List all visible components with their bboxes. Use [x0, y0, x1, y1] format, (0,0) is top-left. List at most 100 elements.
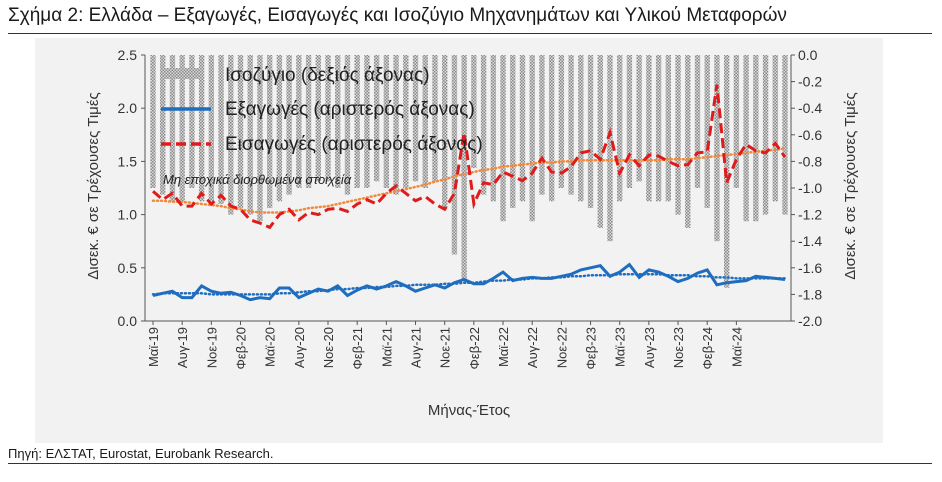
imports-line	[152, 84, 787, 230]
balance-bar	[305, 55, 312, 188]
balance-bar	[597, 55, 603, 228]
balance-bar	[782, 55, 788, 215]
balance-bar	[665, 55, 671, 202]
x-tick-label: Φεβ-21	[350, 327, 365, 369]
balance-bar	[733, 55, 740, 188]
x-tick-label: Μαϊ-23	[613, 327, 628, 367]
balance-bar	[510, 55, 516, 208]
balance-bar	[655, 55, 662, 202]
balance-bar	[753, 55, 759, 222]
balance-bar	[490, 55, 496, 202]
balance-bar	[286, 55, 292, 195]
legend-label-balance: Ισοζύγιο (δεξιός άξονας)	[225, 65, 430, 86]
balance-bar	[325, 55, 331, 182]
balance-bar	[344, 55, 351, 195]
right-tick-label: -1.4	[798, 233, 822, 249]
x-tick-label: Αυγ-22	[525, 327, 540, 368]
balance-bar	[461, 55, 467, 282]
chart-panel: 0.0 0.5 1.0 1.5 2.0 2.5 0.0 -0.2 -0.4 -0.6 -0.8 -1.…	[35, 38, 883, 443]
chart-annotation: Μη εποχικά διορθωμένα στοιχεία	[163, 172, 352, 187]
balance-bar	[160, 55, 166, 195]
x-tick-label: Μαϊ-21	[379, 327, 394, 367]
balance-bar	[626, 55, 633, 188]
balance-bar	[315, 55, 321, 182]
balance-bar	[558, 55, 565, 188]
balance-bar	[578, 55, 584, 202]
balance-bar	[335, 55, 341, 188]
balance-bar	[179, 55, 185, 202]
x-tick-label: Νοε-20	[321, 327, 336, 368]
balance-bar	[587, 55, 594, 208]
x-tick-label: Νοε-21	[438, 327, 453, 368]
x-tick-label: Φεβ-23	[584, 327, 599, 369]
left-tick-label: 1.5	[118, 153, 138, 169]
balance-bar	[373, 55, 380, 182]
right-tick-label: -0.2	[798, 74, 822, 90]
balance-bar	[364, 55, 370, 188]
balance-bar	[150, 55, 156, 188]
right-tick-label: -2.0	[798, 313, 822, 329]
balance-bar	[354, 55, 360, 188]
left-axis-title: Δισεκ. € σε Τρέχουσες Τιμές	[85, 92, 102, 279]
balance-bar	[539, 55, 545, 195]
x-axis-title: Μήνας-Έτος	[428, 402, 510, 419]
legend: Ισοζύγιο (δεξιός άξονας) Εξαγωγές (αριστε…	[161, 65, 483, 155]
balance-bar	[383, 55, 390, 188]
x-tick-label: Νοε-19	[204, 327, 219, 368]
balance-bar	[675, 55, 681, 215]
chart: 0.0 0.5 1.0 1.5 2.0 2.5 0.0 -0.2 -0.4 -0.6 -0.8 -1.…	[85, 47, 859, 419]
right-tick-label: 0.0	[798, 47, 818, 63]
balance-bar	[480, 55, 487, 195]
balance-bar	[762, 55, 769, 215]
right-axis-title: Δισεκ. € σε Τρέχουσες Τιμές	[842, 92, 859, 279]
balance-bar	[646, 55, 652, 202]
balance-bar	[422, 55, 428, 188]
balance-bar	[169, 55, 176, 202]
right-tick-label: -1.6	[798, 260, 822, 276]
balance-bar	[276, 55, 283, 202]
x-tick-label: Αυγ-23	[642, 327, 657, 368]
x-tick-label: Μαϊ-24	[729, 327, 744, 367]
balance-bar	[568, 55, 574, 195]
balance-bar	[694, 55, 701, 188]
x-tick-label: Μαϊ-19	[146, 327, 161, 367]
balance-bar	[685, 55, 691, 228]
balance-bar	[548, 55, 555, 202]
balance-bar	[257, 55, 263, 222]
balance-bar	[189, 55, 195, 188]
balance-bar	[704, 55, 710, 208]
x-tick-label: Μαϊ-20	[263, 327, 278, 367]
right-tick-label: -1.8	[798, 286, 822, 302]
right-tick-label: -0.4	[798, 100, 822, 116]
right-tick-label: -1.0	[798, 180, 822, 196]
right-tick-label: -1.2	[798, 207, 822, 223]
x-tick-label: Νοε-23	[671, 327, 686, 368]
balance-bar	[218, 55, 224, 204]
title-rule	[8, 33, 932, 34]
left-tick-label: 0.0	[118, 313, 138, 329]
balance-bar	[714, 55, 720, 242]
balance-bar	[471, 55, 477, 169]
balance-bar	[432, 55, 438, 182]
x-tick-label: Φεβ-20	[234, 327, 249, 369]
left-tick-label: 2.0	[118, 100, 138, 116]
balance-bar	[228, 55, 234, 215]
balance-bar	[403, 55, 409, 188]
x-tick-label: Αυγ-19	[175, 327, 190, 368]
balance-bar	[296, 55, 302, 188]
x-tick-label: Αυγ-20	[292, 327, 307, 368]
balance-bar	[267, 55, 273, 208]
balance-bar	[772, 55, 778, 202]
balance-bar	[519, 55, 526, 202]
right-tick-label: -0.6	[798, 127, 822, 143]
left-tick-label: 2.5	[118, 47, 138, 63]
balance-bar	[743, 55, 749, 222]
balance-bar	[607, 55, 613, 242]
left-tick-label: 0.5	[118, 260, 138, 276]
balance-bar	[500, 55, 506, 222]
source-note: Πηγή: ΕΛΣΤΑΤ, Eurostat, Eurobank Researc…	[8, 446, 274, 461]
balance-bar	[442, 55, 448, 208]
balance-bar	[529, 55, 535, 222]
figure-title: Σχήμα 2: Ελλάδα – Εξαγωγές, Εισαγωγές κα…	[8, 5, 787, 26]
source-rule	[8, 463, 932, 464]
